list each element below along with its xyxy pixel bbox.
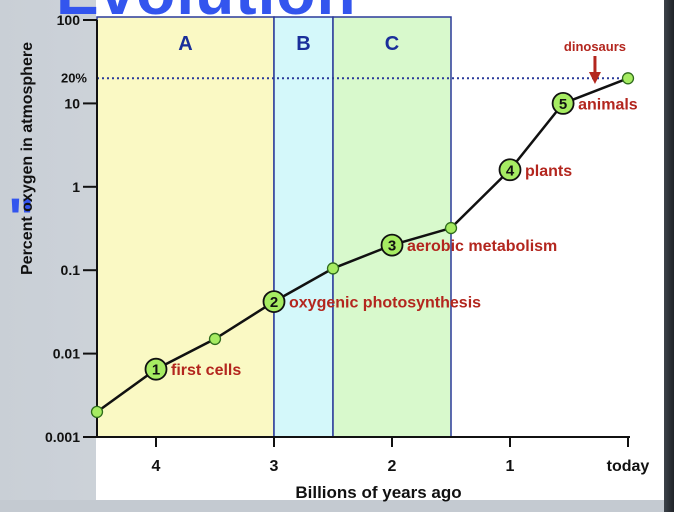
milestone-marker-4 bbox=[498, 158, 522, 182]
right-edge-strip bbox=[664, 0, 674, 512]
x-tick-label: 1 bbox=[506, 458, 515, 475]
milestone-marker-3 bbox=[380, 233, 404, 257]
milestone-number-2: 2 bbox=[270, 294, 278, 311]
y-tick-label: 100 bbox=[57, 12, 81, 28]
milestone-marker-1 bbox=[144, 357, 168, 381]
x-tick-label: 2 bbox=[388, 458, 397, 475]
series-line bbox=[96, 77, 629, 413]
region-b bbox=[273, 16, 334, 438]
y-tick-label: 10 bbox=[64, 95, 80, 111]
data-point bbox=[326, 262, 340, 275]
y-axis-label: Percent oxygen in atmosphere bbox=[19, 42, 36, 275]
reference-line-label: 20% bbox=[61, 70, 87, 85]
x-axis-label: Billions of years ago bbox=[295, 483, 461, 502]
milestone-number-1: 1 bbox=[152, 362, 160, 379]
axes-layer: 100 10 1 0.1 0.01 0.001 4 3 2 1 today bbox=[45, 12, 649, 475]
milestone-label-3: aerobic metabolism bbox=[407, 238, 557, 255]
region-label-c: C bbox=[385, 33, 399, 55]
y-tick-label: 0.1 bbox=[61, 262, 81, 278]
milestone-number-3: 3 bbox=[388, 238, 396, 255]
milestone-label-5: animals bbox=[578, 96, 638, 113]
data-point bbox=[444, 221, 458, 235]
bottom-band bbox=[0, 500, 674, 512]
y-tick-label: 0.001 bbox=[45, 429, 80, 445]
annotation-layer: dinosaurs bbox=[564, 39, 626, 84]
x-tick-label: today bbox=[607, 458, 650, 475]
reference-line-layer: 20% bbox=[61, 70, 628, 85]
y-tick-label: 0.01 bbox=[53, 346, 80, 362]
data-point bbox=[621, 72, 635, 85]
y-tick-label: 1 bbox=[72, 179, 80, 195]
milestone-label-1: first cells bbox=[171, 362, 241, 379]
milestone-label-4: plants bbox=[525, 163, 572, 180]
regions-layer: A B C bbox=[96, 16, 452, 438]
x-tick-label: 4 bbox=[152, 458, 161, 475]
milestones-layer: 1 first cells 2 oxygenic photosynthesis 3 aer… bbox=[144, 92, 638, 381]
annotation-label: dinosaurs bbox=[564, 39, 626, 54]
annotation-arrow-head bbox=[588, 72, 601, 84]
x-tick-label: 3 bbox=[270, 458, 279, 475]
milestone-marker-5 bbox=[551, 92, 575, 115]
region-c bbox=[332, 16, 452, 438]
milestone-marker-2 bbox=[262, 290, 286, 314]
milestone-number-5: 5 bbox=[559, 96, 567, 113]
milestone-label-2: oxygenic photosynthesis bbox=[289, 295, 481, 312]
slide-left-fragment: " bbox=[8, 186, 35, 249]
data-point bbox=[208, 332, 222, 346]
data-point bbox=[90, 405, 104, 419]
region-label-b: B bbox=[296, 33, 310, 55]
milestone-number-4: 4 bbox=[506, 162, 515, 179]
region-label-a: A bbox=[178, 33, 192, 55]
